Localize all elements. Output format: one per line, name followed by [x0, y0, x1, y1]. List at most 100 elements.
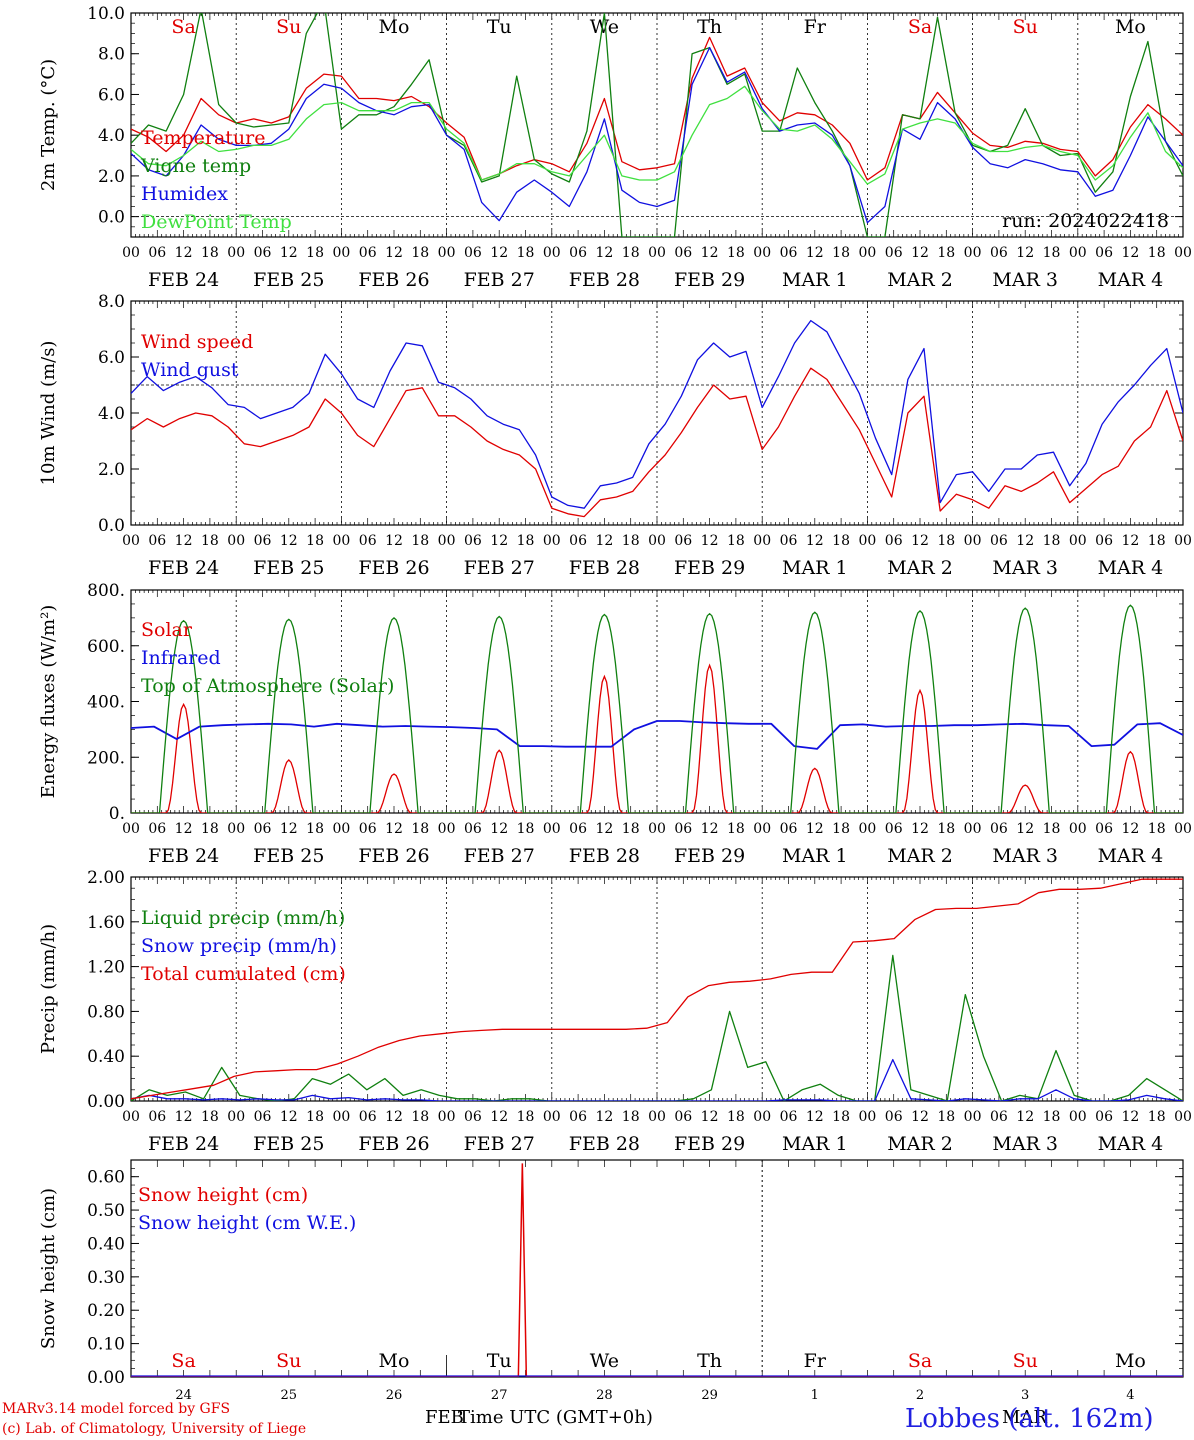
date-label: MAR 3 [992, 269, 1058, 291]
hour-label: 12 [490, 533, 508, 549]
weekday-label: Sa [908, 16, 932, 38]
date-label: MAR 4 [1098, 845, 1164, 867]
hour-label: 00 [858, 245, 876, 261]
day-number-label: 29 [701, 1388, 718, 1403]
hour-label: 06 [780, 1109, 798, 1125]
hour-label: 06 [1095, 1109, 1113, 1125]
day-number-label: 26 [386, 1388, 403, 1403]
hour-label: 18 [517, 245, 535, 261]
hour-label: 12 [806, 1109, 824, 1125]
date-label: FEB 27 [464, 1133, 535, 1155]
date-label: FEB 25 [253, 557, 324, 579]
hour-label: 18 [832, 821, 850, 837]
hour-label: 18 [517, 1109, 535, 1125]
date-label: MAR 2 [887, 845, 953, 867]
legend-entry: DewPoint Temp [141, 211, 292, 233]
date-label: FEB 27 [464, 557, 535, 579]
hour-label: 06 [885, 533, 903, 549]
weekday-label: Su [276, 1350, 301, 1372]
legend-entry: Infrared [141, 647, 221, 669]
weekday-label: Tu [487, 1350, 512, 1372]
hour-label: 00 [648, 1109, 666, 1125]
y-tick-label: 8.0 [98, 45, 125, 65]
hour-label: 18 [1148, 245, 1166, 261]
hour-label: 18 [937, 245, 955, 261]
hour-label: 06 [1095, 821, 1113, 837]
weekday-label: Fr [804, 1350, 827, 1372]
weekday-label: Sa [908, 1350, 932, 1372]
hour-label: 06 [885, 1109, 903, 1125]
date-label: FEB 24 [148, 269, 219, 291]
hour-label: 00 [858, 1109, 876, 1125]
hour-label: 12 [385, 1109, 403, 1125]
series-group [131, 319, 1183, 518]
series-snow-height [131, 1163, 1183, 1377]
legend-entry: Top of Atmosphere (Solar) [141, 675, 394, 697]
date-label: MAR 2 [887, 557, 953, 579]
weekday-label: Mo [1115, 16, 1146, 38]
hour-label: 12 [1016, 821, 1034, 837]
series-solar [131, 663, 1183, 813]
hour-label: 18 [622, 533, 640, 549]
hour-label: 18 [1043, 1109, 1061, 1125]
weekday-label: Su [1013, 1350, 1038, 1372]
series-wind-speed [131, 367, 1183, 518]
hour-label: 06 [1095, 245, 1113, 261]
hour-label: 00 [332, 245, 350, 261]
hour-label: 00 [1174, 533, 1192, 549]
hour-label: 06 [148, 533, 166, 549]
hour-label: 06 [464, 1109, 482, 1125]
hour-label: 18 [937, 821, 955, 837]
mar-label: MAR [1002, 1407, 1047, 1428]
y-tick-label: 2.00 [87, 868, 125, 888]
hour-label: 06 [464, 245, 482, 261]
hour-label: 18 [832, 1109, 850, 1125]
date-label: FEB 26 [358, 1133, 429, 1155]
hour-label: 18 [937, 1109, 955, 1125]
hour-label: 12 [806, 245, 824, 261]
y-tick-label: 0.0 [98, 208, 125, 228]
panel-precip: 0.00 0.40 0.80 1.20 1.60 2.00 Precip (mm/h) 00 0… [38, 868, 1192, 1155]
legend-entry: Snow height (cm W.E.) [138, 1212, 356, 1234]
hour-label: 12 [175, 533, 193, 549]
legend-entry: Wind gust [141, 359, 239, 381]
date-label: MAR 1 [782, 557, 848, 579]
y-tick-label: 2.0 [98, 460, 125, 480]
weekday-label: We [590, 1350, 619, 1372]
hour-label: 06 [780, 821, 798, 837]
hour-label: 06 [885, 821, 903, 837]
hour-label: 18 [411, 1109, 429, 1125]
y-tick-label: 200. [87, 748, 125, 768]
date-label: FEB 28 [569, 557, 640, 579]
hour-label: 00 [227, 1109, 245, 1125]
date-label: FEB 25 [253, 845, 324, 867]
hour-label: 18 [1043, 821, 1061, 837]
hour-label: 12 [701, 821, 719, 837]
date-label: FEB 24 [148, 1133, 219, 1155]
y-tick-label: 0.00 [87, 1092, 125, 1112]
date-label: MAR 1 [782, 1133, 848, 1155]
hour-label: 00 [543, 821, 561, 837]
hour-label: 12 [175, 245, 193, 261]
hour-label: 12 [1121, 1109, 1139, 1125]
hour-label: 00 [122, 821, 140, 837]
y-tick-label: 0.40 [87, 1234, 125, 1254]
hour-label: 12 [385, 245, 403, 261]
day-number-label: 24 [175, 1388, 192, 1403]
y-tick-label: 600. [87, 637, 125, 657]
hour-label: 12 [911, 1109, 929, 1125]
hour-label: 18 [201, 245, 219, 261]
day-number-label: 1 [811, 1388, 819, 1403]
legend-entry: Solar [141, 619, 193, 641]
hour-label: 00 [332, 533, 350, 549]
y-tick-label: 0.80 [87, 1002, 125, 1022]
hour-label: 18 [937, 533, 955, 549]
feb-label: FEB [425, 1407, 464, 1428]
hour-label: 12 [490, 245, 508, 261]
hour-label: 18 [517, 821, 535, 837]
legend-entry: Total cumulated (cm) [141, 963, 346, 985]
y-tick-label: 6.0 [98, 348, 125, 368]
x-axis-title: Time UTC (GMT+0h) [458, 1407, 653, 1428]
hour-label: 00 [438, 821, 456, 837]
